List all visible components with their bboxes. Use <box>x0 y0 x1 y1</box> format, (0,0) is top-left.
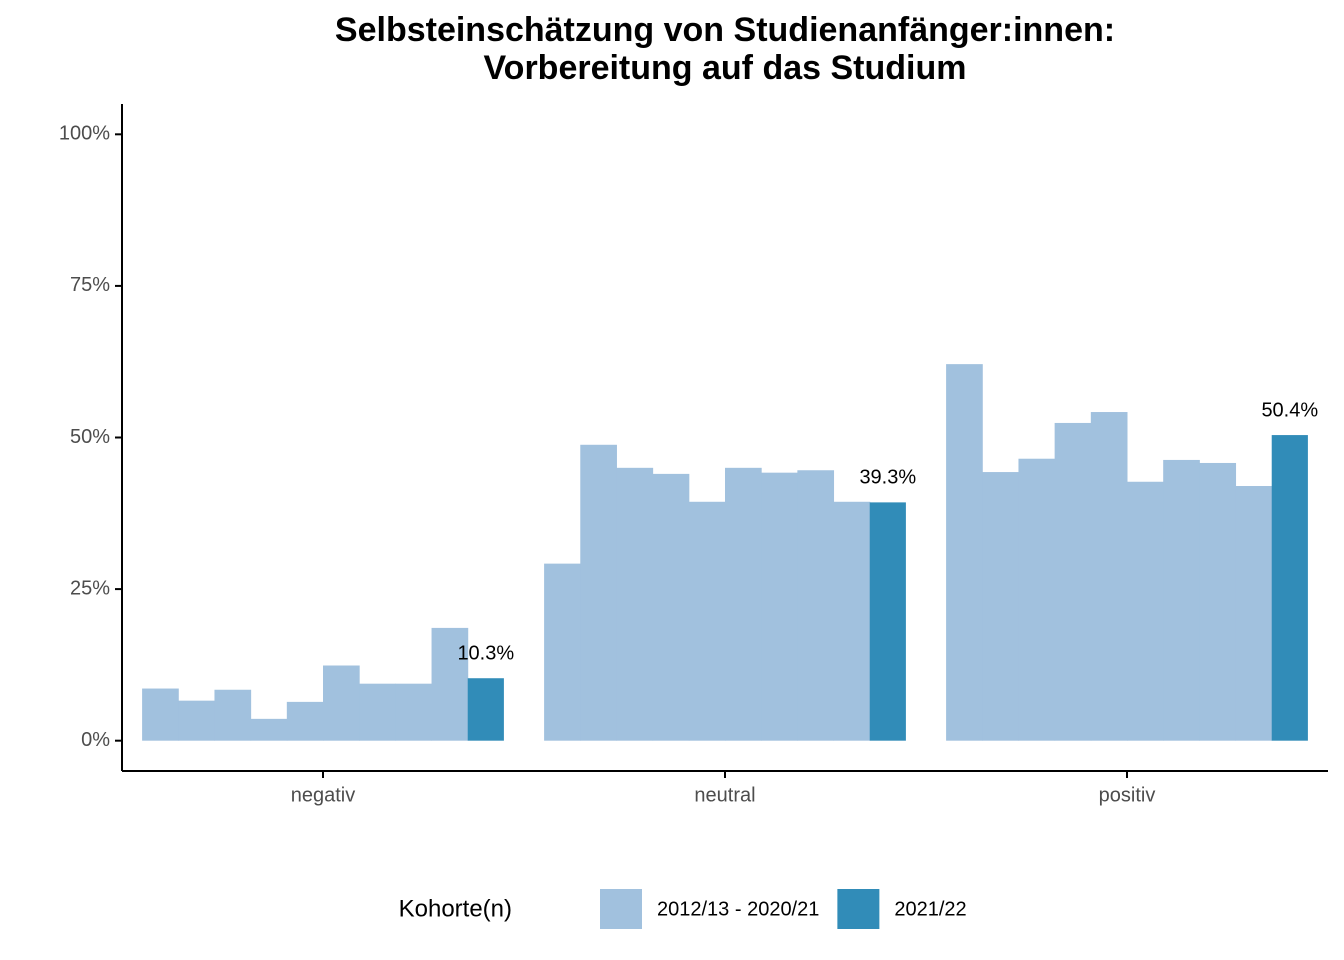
bar <box>946 364 983 741</box>
bar <box>286 701 324 741</box>
bar <box>544 563 581 741</box>
bar <box>359 683 396 741</box>
x-tick-label: neutral <box>694 784 755 806</box>
y-tick-label: 0% <box>81 729 110 751</box>
legend-title: Kohorte(n) <box>399 895 512 922</box>
bar <box>797 470 835 741</box>
x-tick-label: positiv <box>1099 784 1156 806</box>
bar <box>467 678 504 741</box>
value-label: 10.3% <box>457 643 514 665</box>
legend-swatch <box>600 889 642 929</box>
bar <box>1018 458 1056 741</box>
bar <box>250 718 288 741</box>
bar <box>869 502 906 741</box>
bar <box>214 689 252 741</box>
bar <box>580 444 617 741</box>
bar <box>1163 459 1200 741</box>
legend-swatch <box>837 889 880 929</box>
bar <box>688 501 726 741</box>
x-tick-label: negativ <box>291 784 356 806</box>
chart-title: Selbsteinschätzung von Studienanfänger:i… <box>335 11 1115 49</box>
bar <box>652 473 690 741</box>
bar <box>178 700 215 741</box>
bar <box>1235 486 1273 741</box>
bar <box>1090 412 1128 741</box>
y-tick-label: 50% <box>70 426 110 448</box>
bar <box>1127 481 1164 741</box>
bar <box>1199 462 1237 741</box>
bar <box>616 467 654 741</box>
value-label: 50.4% <box>1261 399 1318 421</box>
y-tick-label: 75% <box>70 274 110 296</box>
bar <box>323 665 360 741</box>
legend-label: 2021/22 <box>894 898 966 920</box>
bar <box>982 472 1019 741</box>
chart-title: Vorbereitung auf das Studium <box>484 49 967 87</box>
bar <box>431 627 469 741</box>
y-tick-label: 25% <box>70 577 110 599</box>
legend-label: 2012/13 - 2020/21 <box>657 898 819 920</box>
bar <box>725 467 762 741</box>
bar <box>833 501 871 741</box>
bar <box>1054 422 1092 741</box>
bar <box>761 472 798 741</box>
bar <box>142 688 179 741</box>
bar <box>1271 435 1308 741</box>
y-tick-label: 100% <box>59 123 110 145</box>
bar <box>395 683 433 741</box>
value-label: 39.3% <box>859 467 916 489</box>
